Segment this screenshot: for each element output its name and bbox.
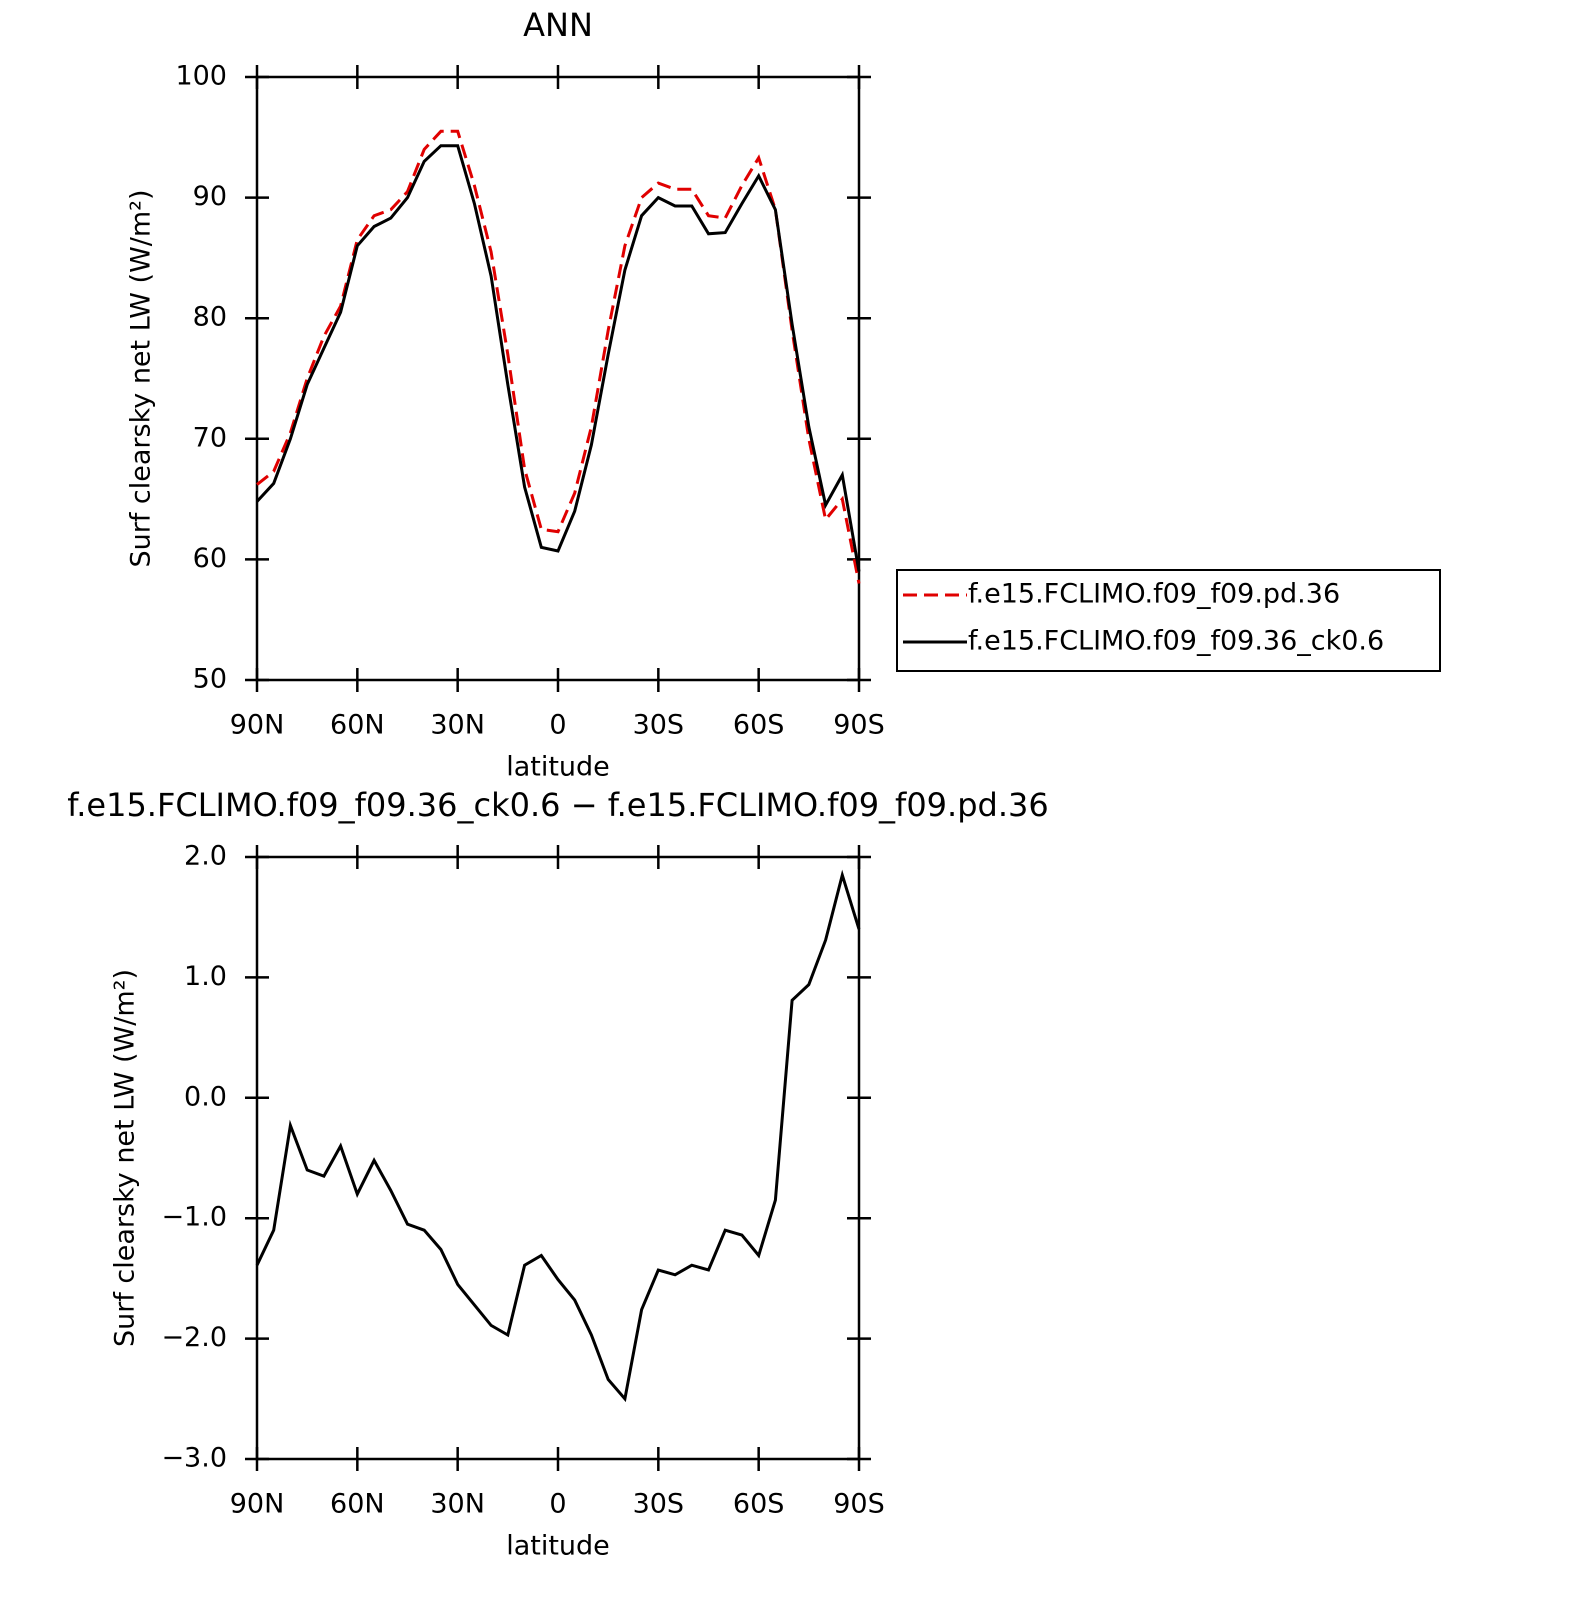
x-tick-label: 60N [330,710,385,741]
x-tick-label: 30N [430,1489,485,1520]
y-tick-label: 90 [193,181,227,212]
y-tick-label: 80 [193,302,227,333]
x-tick-label: 30S [633,710,685,741]
plot-frame [255,75,861,682]
x-axis-label: latitude [506,752,610,783]
x-tick-label: 60S [733,710,785,741]
y-axis-label: Surf clearsky net LW (W/m²) [110,969,141,1347]
x-axis-label: latitude [506,1531,610,1562]
y-tick-label: 60 [193,543,227,574]
y-tick-label: −1.0 [161,1202,227,1233]
data-line [255,869,861,1403]
x-tick-label: 90N [230,1489,285,1520]
x-tick-label: 90S [833,1489,885,1520]
x-tick-label: 90S [833,710,885,741]
x-tick-label: 30N [430,710,485,741]
x-tick-label: 30S [633,1489,685,1520]
data-line [255,144,861,572]
y-tick-label: 100 [175,61,227,92]
plot-frame [255,855,861,1461]
x-tick-label: 60N [330,1489,385,1520]
chart-title: f.e15.FCLIMO.f09_f09.36_ck0.6 − f.e15.FC… [67,786,1048,824]
x-tick-label: 90N [230,710,285,741]
data-line [256,129,861,584]
legend-label: f.e15.FCLIMO.f09_f09.36_ck0.6 [968,626,1384,657]
chart-title: ANN [523,6,593,44]
x-tick-label: 0 [549,1489,566,1520]
y-tick-label: −3.0 [161,1443,227,1474]
y-tick-label: 2.0 [184,841,227,872]
x-tick-label: 60S [733,1489,785,1520]
x-tick-label: 0 [549,710,566,741]
y-tick-label: 70 [193,422,227,453]
y-tick-label: 1.0 [184,961,227,992]
y-axis-label: Surf clearsky net LW (W/m²) [126,189,157,567]
y-tick-label: 0.0 [184,1081,227,1112]
y-tick-label: −2.0 [161,1322,227,1353]
legend-label: f.e15.FCLIMO.f09_f09.pd.36 [968,579,1340,610]
y-tick-label: 50 [193,664,227,695]
legend-box [896,569,1441,672]
